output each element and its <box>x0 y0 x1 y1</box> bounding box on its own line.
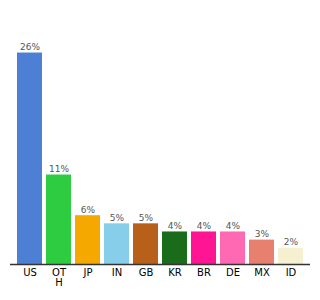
svg-text:ID: ID <box>286 267 297 278</box>
svg-text:3%: 3% <box>255 229 270 239</box>
svg-text:26%: 26% <box>20 42 40 52</box>
svg-text:GB: GB <box>139 267 154 278</box>
svg-text:KR: KR <box>168 267 182 278</box>
svg-text:DE: DE <box>226 267 240 278</box>
svg-text:11%: 11% <box>49 164 69 174</box>
svg-text:OTH: OTH <box>52 267 67 288</box>
svg-text:US: US <box>23 267 37 278</box>
svg-text:2%: 2% <box>284 237 299 247</box>
svg-text:4%: 4% <box>197 221 212 231</box>
svg-text:5%: 5% <box>139 213 154 223</box>
svg-text:6%: 6% <box>81 205 96 215</box>
svg-text:4%: 4% <box>168 221 183 231</box>
svg-text:IN: IN <box>112 267 122 278</box>
svg-text:MX: MX <box>254 267 270 278</box>
svg-text:5%: 5% <box>110 213 125 223</box>
svg-text:JP: JP <box>83 267 93 278</box>
svg-text:BR: BR <box>197 267 211 278</box>
svg-text:4%: 4% <box>226 221 241 231</box>
